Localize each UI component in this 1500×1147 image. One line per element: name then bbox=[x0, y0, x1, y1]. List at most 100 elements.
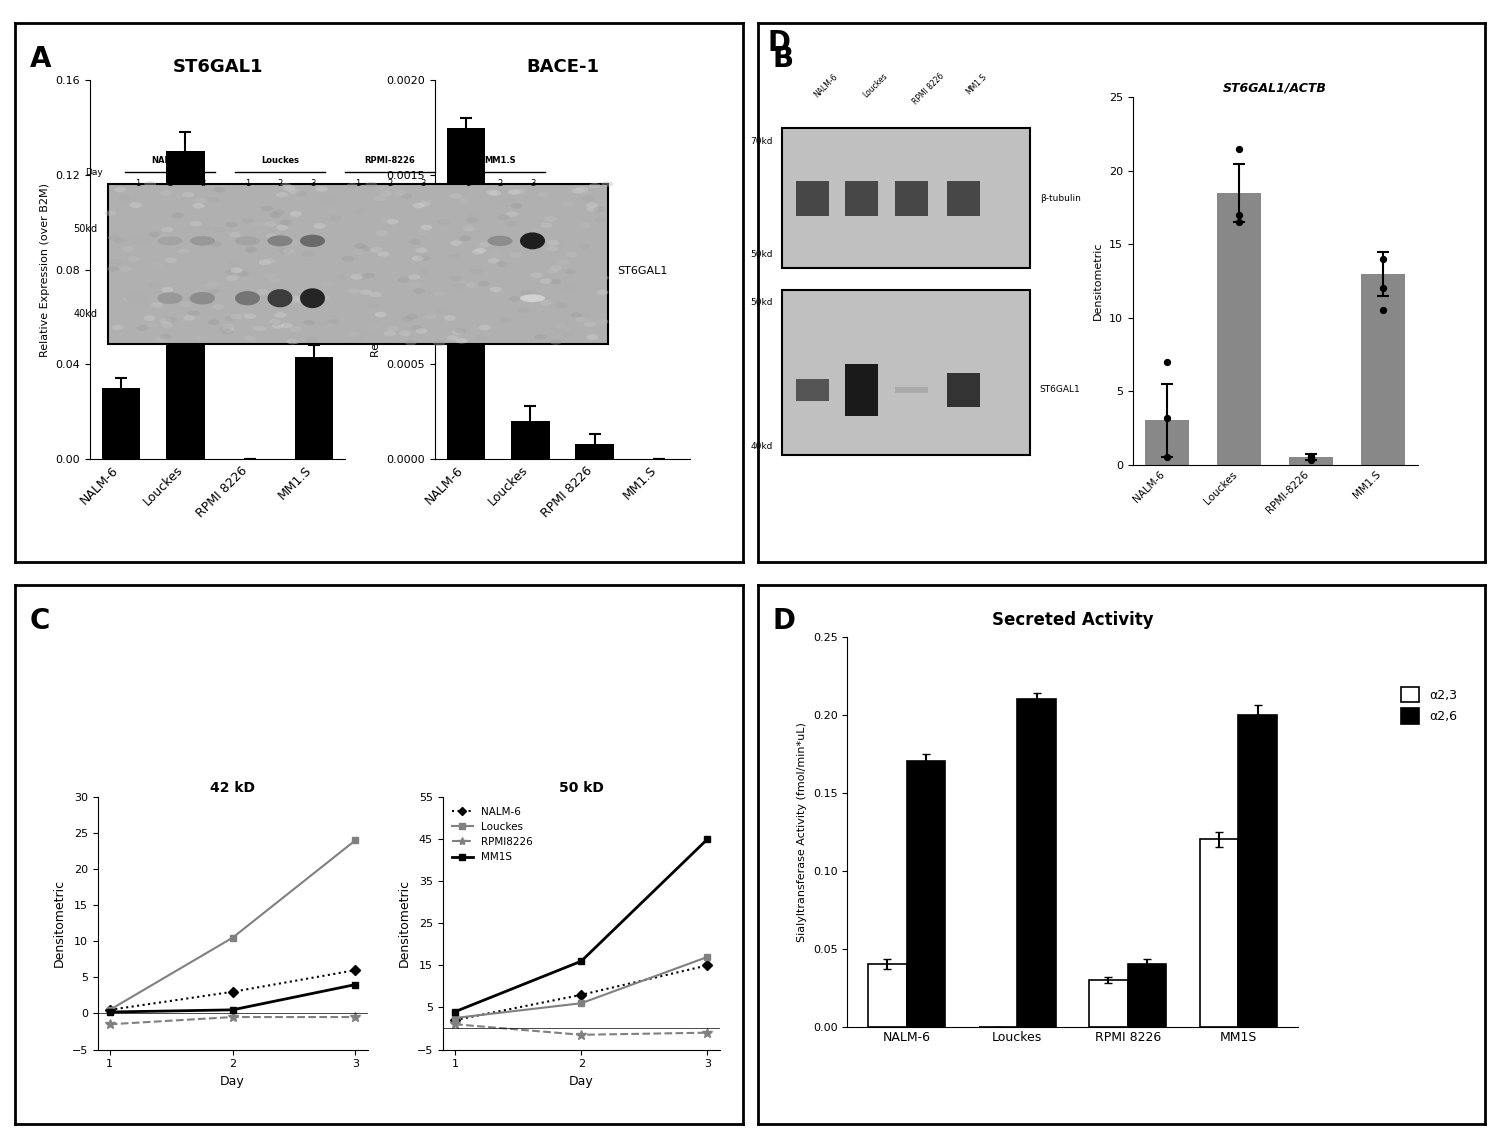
Circle shape bbox=[582, 196, 594, 202]
Circle shape bbox=[424, 313, 436, 319]
Line: Louckes: Louckes bbox=[106, 837, 358, 1013]
Louckes bbox=[699, 950, 717, 963]
RPMI8226 bbox=[346, 1011, 364, 1024]
Bar bbox=[1200, 840, 1239, 1027]
FancyBboxPatch shape bbox=[108, 184, 608, 344]
NALM-6 bbox=[346, 963, 364, 977]
Circle shape bbox=[226, 275, 238, 281]
Text: β-tubulin: β-tubulin bbox=[1040, 194, 1080, 203]
Circle shape bbox=[510, 203, 522, 209]
Circle shape bbox=[220, 325, 232, 330]
Circle shape bbox=[268, 278, 280, 283]
Circle shape bbox=[576, 186, 588, 192]
Circle shape bbox=[513, 189, 525, 194]
Circle shape bbox=[296, 298, 307, 303]
Circle shape bbox=[369, 291, 381, 297]
Circle shape bbox=[111, 325, 123, 330]
Circle shape bbox=[242, 218, 254, 224]
Circle shape bbox=[252, 221, 264, 227]
Text: Louckes: Louckes bbox=[861, 72, 889, 100]
Circle shape bbox=[519, 290, 531, 295]
Circle shape bbox=[579, 223, 591, 228]
Y-axis label: Relative Expression (over B2M): Relative Expression (over B2M) bbox=[370, 182, 381, 357]
Circle shape bbox=[354, 209, 366, 214]
Circle shape bbox=[128, 256, 140, 262]
Circle shape bbox=[146, 322, 158, 328]
Text: 2: 2 bbox=[387, 179, 393, 188]
Circle shape bbox=[171, 295, 183, 299]
FancyBboxPatch shape bbox=[844, 181, 877, 216]
Circle shape bbox=[130, 202, 142, 208]
MM1S bbox=[100, 1005, 118, 1019]
Circle shape bbox=[540, 299, 552, 305]
Circle shape bbox=[555, 303, 567, 309]
Circle shape bbox=[548, 240, 560, 245]
Circle shape bbox=[150, 263, 162, 268]
Circle shape bbox=[204, 283, 216, 288]
Circle shape bbox=[200, 225, 211, 231]
Circle shape bbox=[160, 322, 172, 328]
Circle shape bbox=[172, 212, 184, 218]
NALM-6 bbox=[100, 1002, 118, 1016]
Circle shape bbox=[500, 198, 512, 204]
Circle shape bbox=[438, 242, 450, 248]
Circle shape bbox=[108, 235, 120, 241]
Circle shape bbox=[165, 257, 177, 263]
Circle shape bbox=[376, 231, 388, 236]
Circle shape bbox=[222, 327, 234, 331]
Bar bbox=[447, 127, 485, 459]
Circle shape bbox=[555, 323, 567, 329]
Circle shape bbox=[602, 181, 613, 187]
Circle shape bbox=[351, 274, 363, 280]
MM1S bbox=[224, 1002, 242, 1016]
Title: BACE-1: BACE-1 bbox=[526, 58, 598, 76]
Circle shape bbox=[394, 190, 406, 196]
Circle shape bbox=[266, 233, 278, 239]
Circle shape bbox=[231, 314, 243, 319]
Circle shape bbox=[231, 267, 243, 273]
NALM-6 bbox=[573, 988, 591, 1001]
Circle shape bbox=[448, 255, 460, 259]
Text: NALM-6: NALM-6 bbox=[812, 72, 840, 99]
Circle shape bbox=[546, 268, 558, 274]
Circle shape bbox=[162, 287, 174, 292]
Circle shape bbox=[336, 275, 348, 280]
Circle shape bbox=[162, 227, 174, 233]
Circle shape bbox=[466, 218, 478, 223]
Circle shape bbox=[435, 309, 447, 314]
Circle shape bbox=[272, 323, 284, 329]
Circle shape bbox=[452, 329, 464, 335]
NALM-6 bbox=[699, 959, 717, 973]
Circle shape bbox=[458, 197, 470, 203]
Point bbox=[1371, 250, 1395, 268]
Circle shape bbox=[566, 252, 578, 257]
Circle shape bbox=[540, 279, 552, 283]
Bar bbox=[1218, 193, 1260, 465]
Circle shape bbox=[417, 270, 429, 275]
Circle shape bbox=[274, 312, 286, 318]
Circle shape bbox=[368, 303, 380, 307]
Text: 50kd: 50kd bbox=[750, 298, 772, 307]
Circle shape bbox=[148, 282, 160, 288]
Circle shape bbox=[330, 216, 342, 220]
Bar bbox=[1239, 715, 1276, 1027]
Circle shape bbox=[156, 336, 168, 342]
Circle shape bbox=[411, 256, 423, 262]
Circle shape bbox=[456, 338, 468, 344]
Circle shape bbox=[303, 320, 315, 326]
Circle shape bbox=[213, 304, 225, 310]
Circle shape bbox=[190, 236, 202, 242]
Circle shape bbox=[256, 289, 268, 295]
Circle shape bbox=[114, 237, 126, 243]
Point bbox=[1299, 451, 1323, 469]
Circle shape bbox=[474, 248, 486, 253]
FancyBboxPatch shape bbox=[795, 379, 828, 401]
Line: NALM-6: NALM-6 bbox=[106, 967, 358, 1013]
Circle shape bbox=[478, 242, 490, 248]
Circle shape bbox=[225, 315, 237, 321]
Ellipse shape bbox=[236, 236, 260, 245]
Circle shape bbox=[525, 321, 537, 327]
Circle shape bbox=[471, 268, 483, 274]
Circle shape bbox=[562, 331, 574, 337]
Text: B: B bbox=[772, 45, 794, 72]
